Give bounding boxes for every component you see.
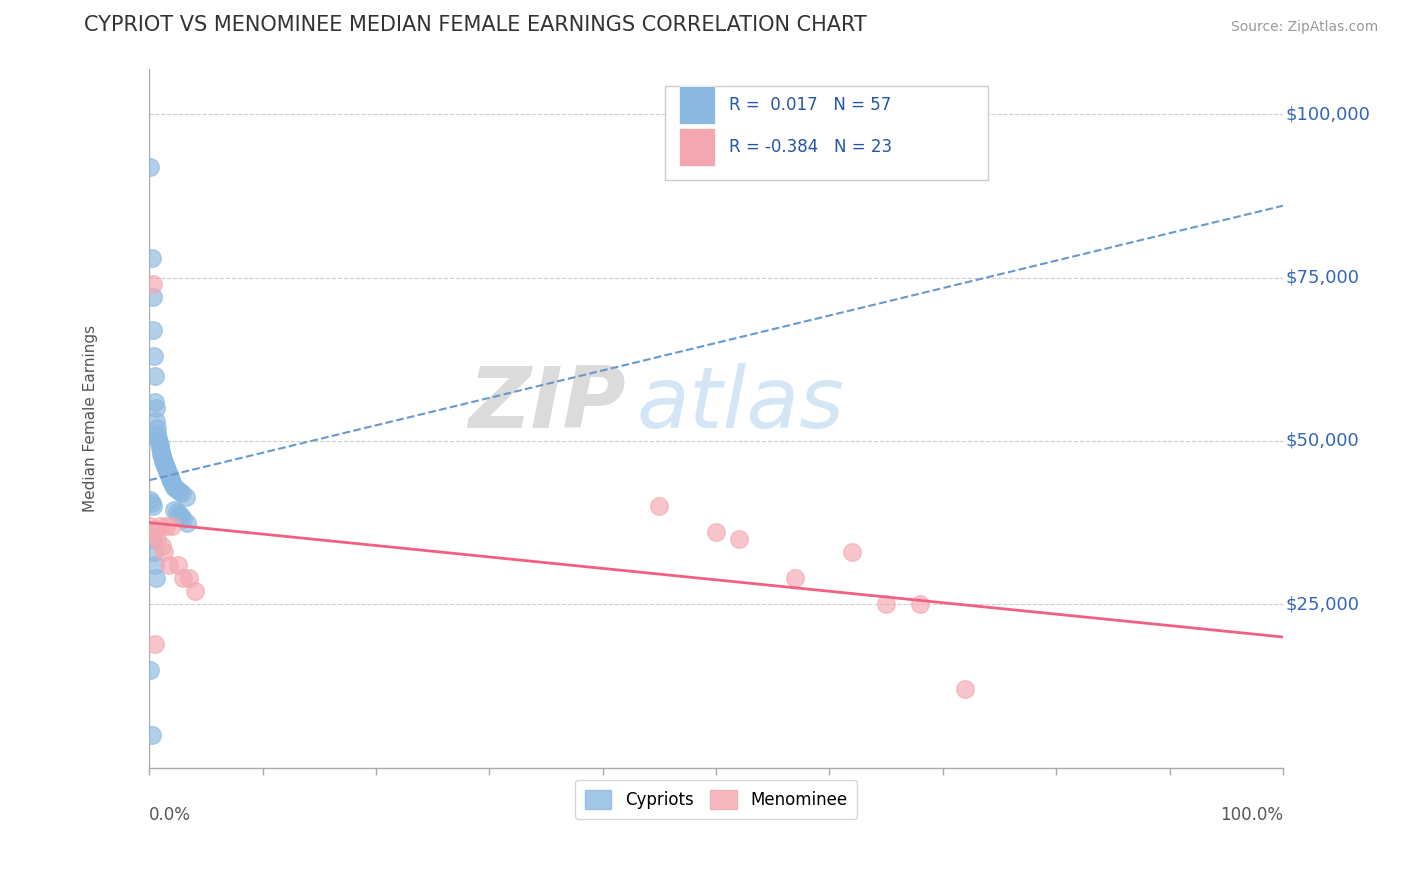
Point (704, 525, 727, 540)
Point (172, 571, 194, 585)
Point (149, 447, 172, 461)
Point (172, 486, 194, 500)
Point (152, 453, 174, 467)
Point (177, 571, 200, 585)
Point (160, 473, 183, 487)
Point (160, 519, 183, 533)
Point (955, 682, 977, 697)
Point (143, 394, 166, 409)
Point (145, 414, 167, 428)
Point (165, 481, 187, 495)
Point (142, 545, 165, 559)
Point (875, 598, 897, 612)
Point (172, 512, 194, 526)
Point (159, 470, 181, 484)
Point (157, 467, 180, 481)
Point (142, 349, 165, 363)
Point (157, 467, 180, 482)
Text: $25,000: $25,000 (1285, 595, 1360, 614)
Point (143, 525, 166, 540)
Text: $50,000: $50,000 (1285, 432, 1358, 450)
Text: Source: ZipAtlas.com: Source: ZipAtlas.com (1230, 21, 1378, 34)
Point (155, 460, 177, 475)
Point (142, 277, 165, 292)
Point (163, 502, 186, 516)
Point (146, 421, 169, 435)
Point (150, 450, 173, 465)
Point (785, 571, 807, 585)
Point (152, 452, 174, 467)
Text: $100,000: $100,000 (1285, 105, 1369, 123)
Point (148, 437, 170, 451)
Point (143, 368, 166, 383)
Point (142, 532, 165, 546)
Legend: Cypriots, Menominee: Cypriots, Menominee (575, 780, 858, 819)
Point (149, 443, 172, 458)
FancyBboxPatch shape (665, 86, 988, 180)
Point (155, 461, 177, 475)
Text: Median Female Earnings: Median Female Earnings (83, 325, 98, 512)
Point (153, 545, 176, 559)
Point (142, 500, 165, 514)
Point (139, 663, 162, 677)
Point (166, 504, 188, 518)
Point (145, 401, 167, 416)
Text: 0.0%: 0.0% (149, 806, 191, 824)
Point (139, 160, 162, 174)
Point (150, 448, 173, 462)
Point (167, 507, 190, 521)
Bar (679, 86, 716, 125)
Point (183, 584, 205, 599)
Point (156, 463, 179, 477)
Point (141, 728, 163, 742)
Point (160, 475, 183, 489)
Point (139, 492, 162, 507)
Point (174, 490, 197, 504)
Point (143, 558, 166, 573)
Point (162, 478, 184, 492)
Point (142, 323, 165, 337)
Point (148, 434, 170, 448)
Point (166, 558, 188, 573)
Point (155, 519, 177, 533)
Point (170, 509, 193, 524)
Point (153, 457, 176, 471)
Point (146, 427, 169, 442)
Point (153, 455, 176, 469)
Point (156, 466, 179, 480)
Point (142, 290, 165, 304)
Point (153, 458, 176, 473)
Point (146, 532, 169, 546)
Point (148, 519, 170, 533)
Point (148, 441, 170, 455)
Text: CYPRIOT VS MENOMINEE MEDIAN FEMALE EARNINGS CORRELATION CHART: CYPRIOT VS MENOMINEE MEDIAN FEMALE EARNI… (84, 15, 868, 35)
Point (159, 472, 181, 486)
Point (908, 598, 931, 612)
Point (143, 636, 166, 650)
Point (727, 532, 749, 546)
Point (145, 571, 167, 585)
Point (148, 431, 170, 445)
Point (169, 485, 191, 500)
Point (648, 500, 671, 514)
Point (157, 558, 180, 573)
Point (141, 496, 163, 510)
Point (139, 519, 162, 533)
Text: R = -0.384   N = 23: R = -0.384 N = 23 (728, 138, 891, 156)
Text: 100.0%: 100.0% (1220, 806, 1282, 824)
Bar (679, 128, 716, 167)
Point (163, 480, 186, 494)
Text: R =  0.017   N = 57: R = 0.017 N = 57 (728, 96, 891, 114)
Point (166, 483, 188, 497)
Point (150, 539, 173, 553)
Point (141, 251, 163, 265)
Text: ZIP: ZIP (468, 363, 626, 446)
Point (176, 516, 198, 530)
Text: atlas: atlas (637, 363, 845, 446)
Point (160, 476, 183, 491)
Point (841, 545, 863, 559)
Text: $75,000: $75,000 (1285, 268, 1360, 286)
